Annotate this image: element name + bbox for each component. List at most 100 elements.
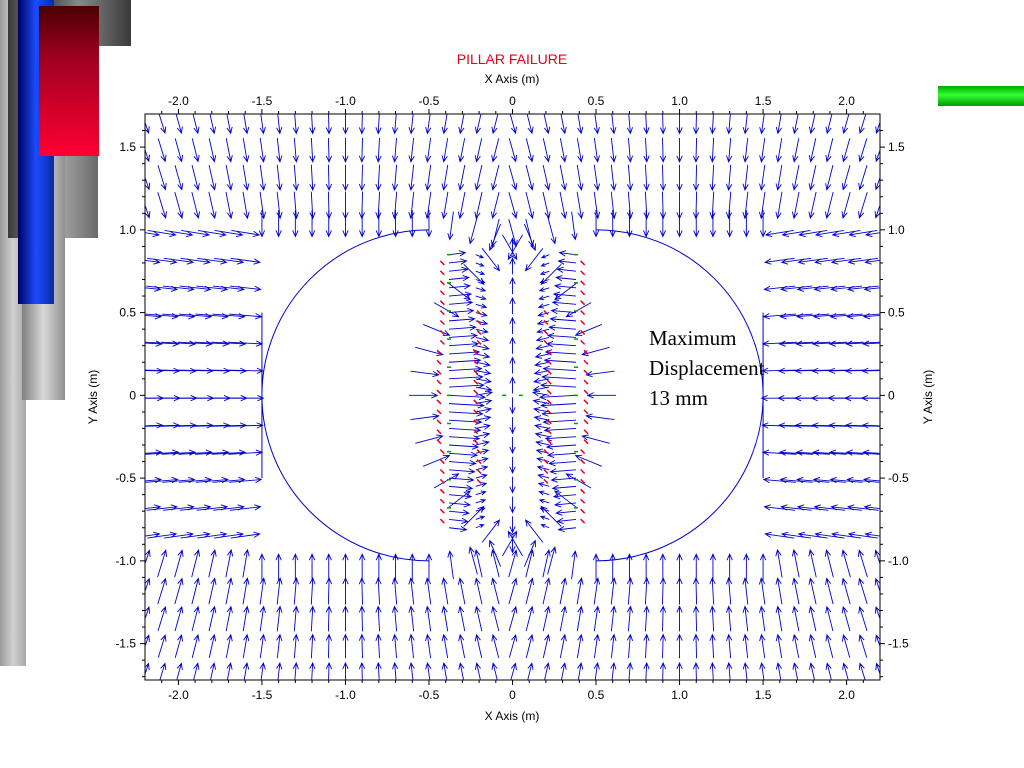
field-vector: [177, 422, 214, 429]
pillar-vector: [448, 476, 475, 483]
field-vector: [508, 633, 518, 658]
field-vector: [864, 258, 880, 265]
field-vector: [808, 114, 816, 135]
field-vector: [325, 661, 333, 680]
pillar-core-vector: [475, 254, 485, 259]
x-tick-label-bottom: 0.5: [588, 688, 605, 702]
field-vector: [212, 313, 246, 320]
pillar-core-vector: [538, 490, 550, 496]
pillar-vector: [448, 324, 477, 331]
field-vector: [593, 661, 600, 680]
field-vector: [825, 633, 834, 658]
failure-mark: [546, 369, 552, 375]
failure-marks: [436, 253, 589, 524]
failure-mark: [439, 260, 445, 266]
field-vector: [491, 138, 500, 163]
field-vector: [225, 633, 233, 659]
rim-vector: [433, 473, 460, 489]
y-tick-label-left: -1.5: [115, 637, 136, 651]
field-vector: [762, 313, 796, 320]
field-vector: [157, 605, 167, 632]
field-vector: [775, 114, 782, 135]
field-vector: [342, 114, 349, 135]
field-vector: [375, 164, 382, 192]
field-vector: [211, 340, 247, 347]
field-vector: [726, 137, 733, 163]
field-vector: [846, 504, 879, 511]
field-vector: [825, 605, 834, 632]
field-vector: [726, 114, 733, 135]
field-vector: [860, 395, 880, 402]
rim-vector: [447, 211, 454, 241]
field-vector: [292, 137, 299, 163]
field-vector: [709, 577, 716, 605]
field-vector: [458, 605, 466, 632]
rim-vector: [502, 234, 518, 261]
failure-mark: [439, 459, 445, 465]
field-vector: [325, 114, 333, 135]
rim-vector: [565, 302, 592, 318]
field-vector: [178, 449, 213, 456]
field-vector: [145, 258, 161, 265]
failure-mark: [439, 488, 445, 494]
rim-vector: [726, 209, 733, 238]
annotation-line-3: 13 mm: [649, 386, 708, 410]
pillar-vector: [448, 443, 480, 450]
failure-mark: [580, 260, 586, 266]
field-vector: [174, 192, 184, 219]
field-vector: [795, 313, 830, 320]
failure-mark: [543, 468, 549, 475]
field-vector: [841, 605, 851, 632]
field-vector: [160, 422, 197, 429]
failure-mark: [476, 459, 482, 465]
field-vector: [174, 549, 184, 578]
field-vector: [474, 114, 482, 135]
field-vector: [861, 340, 880, 347]
field-vector: [193, 662, 200, 680]
field-vector: [358, 605, 366, 632]
failure-mark: [583, 389, 589, 395]
field-vector: [174, 138, 184, 163]
field-vector: [831, 229, 861, 238]
field-vector: [824, 549, 834, 578]
pillar-core-vector: [475, 482, 488, 488]
field-vector: [174, 605, 184, 632]
failure-mark: [580, 310, 586, 316]
field-vector: [242, 548, 250, 578]
field-vector: [576, 138, 584, 163]
field-vector: [692, 633, 700, 659]
field-vector: [342, 164, 349, 192]
failure-mark: [476, 339, 482, 345]
failure-mark: [580, 300, 586, 306]
field-vector: [780, 531, 812, 539]
field-vector: [527, 662, 534, 680]
field-vector: [226, 662, 233, 680]
field-vector: [862, 476, 880, 484]
failure-mark: [546, 379, 552, 385]
field-vector: [659, 633, 667, 659]
field-vector: [676, 633, 683, 659]
field-vector: [309, 137, 316, 163]
field-vector: [692, 661, 700, 680]
field-vector: [375, 605, 382, 632]
field-vector: [542, 191, 551, 220]
field-vector: [408, 577, 415, 605]
field-vector: [508, 165, 518, 191]
field-vector: [175, 114, 183, 135]
field-vector: [726, 661, 733, 680]
field-vector: [830, 257, 862, 265]
rim-vector: [547, 216, 557, 245]
rim-vector: [409, 553, 416, 581]
field-vector: [762, 476, 796, 484]
field-vector: [659, 137, 667, 163]
pillar-vector: [558, 250, 577, 257]
field-vector: [874, 606, 880, 621]
field-vector: [864, 531, 880, 538]
field-vector: [626, 114, 633, 135]
field-vector: [309, 661, 316, 680]
pillar-core-vector: [475, 377, 492, 384]
field-vector: [424, 164, 432, 191]
field-vector: [508, 192, 518, 219]
rim-vector: [726, 553, 733, 581]
field-vector: [841, 138, 851, 163]
